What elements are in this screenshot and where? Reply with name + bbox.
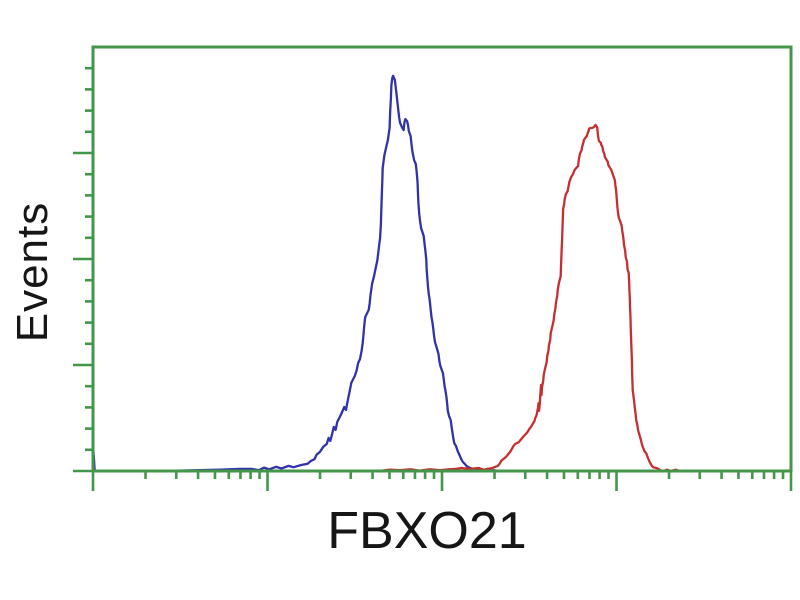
y-axis-label: Events (8, 201, 57, 343)
plot-frame (91, 45, 793, 473)
y-axis-ticks (73, 66, 93, 473)
x-axis-label: FBXO21 (327, 502, 527, 560)
x-axis-ticks (91, 471, 793, 491)
red-curve (378, 123, 681, 473)
blue-curve (91, 74, 501, 473)
